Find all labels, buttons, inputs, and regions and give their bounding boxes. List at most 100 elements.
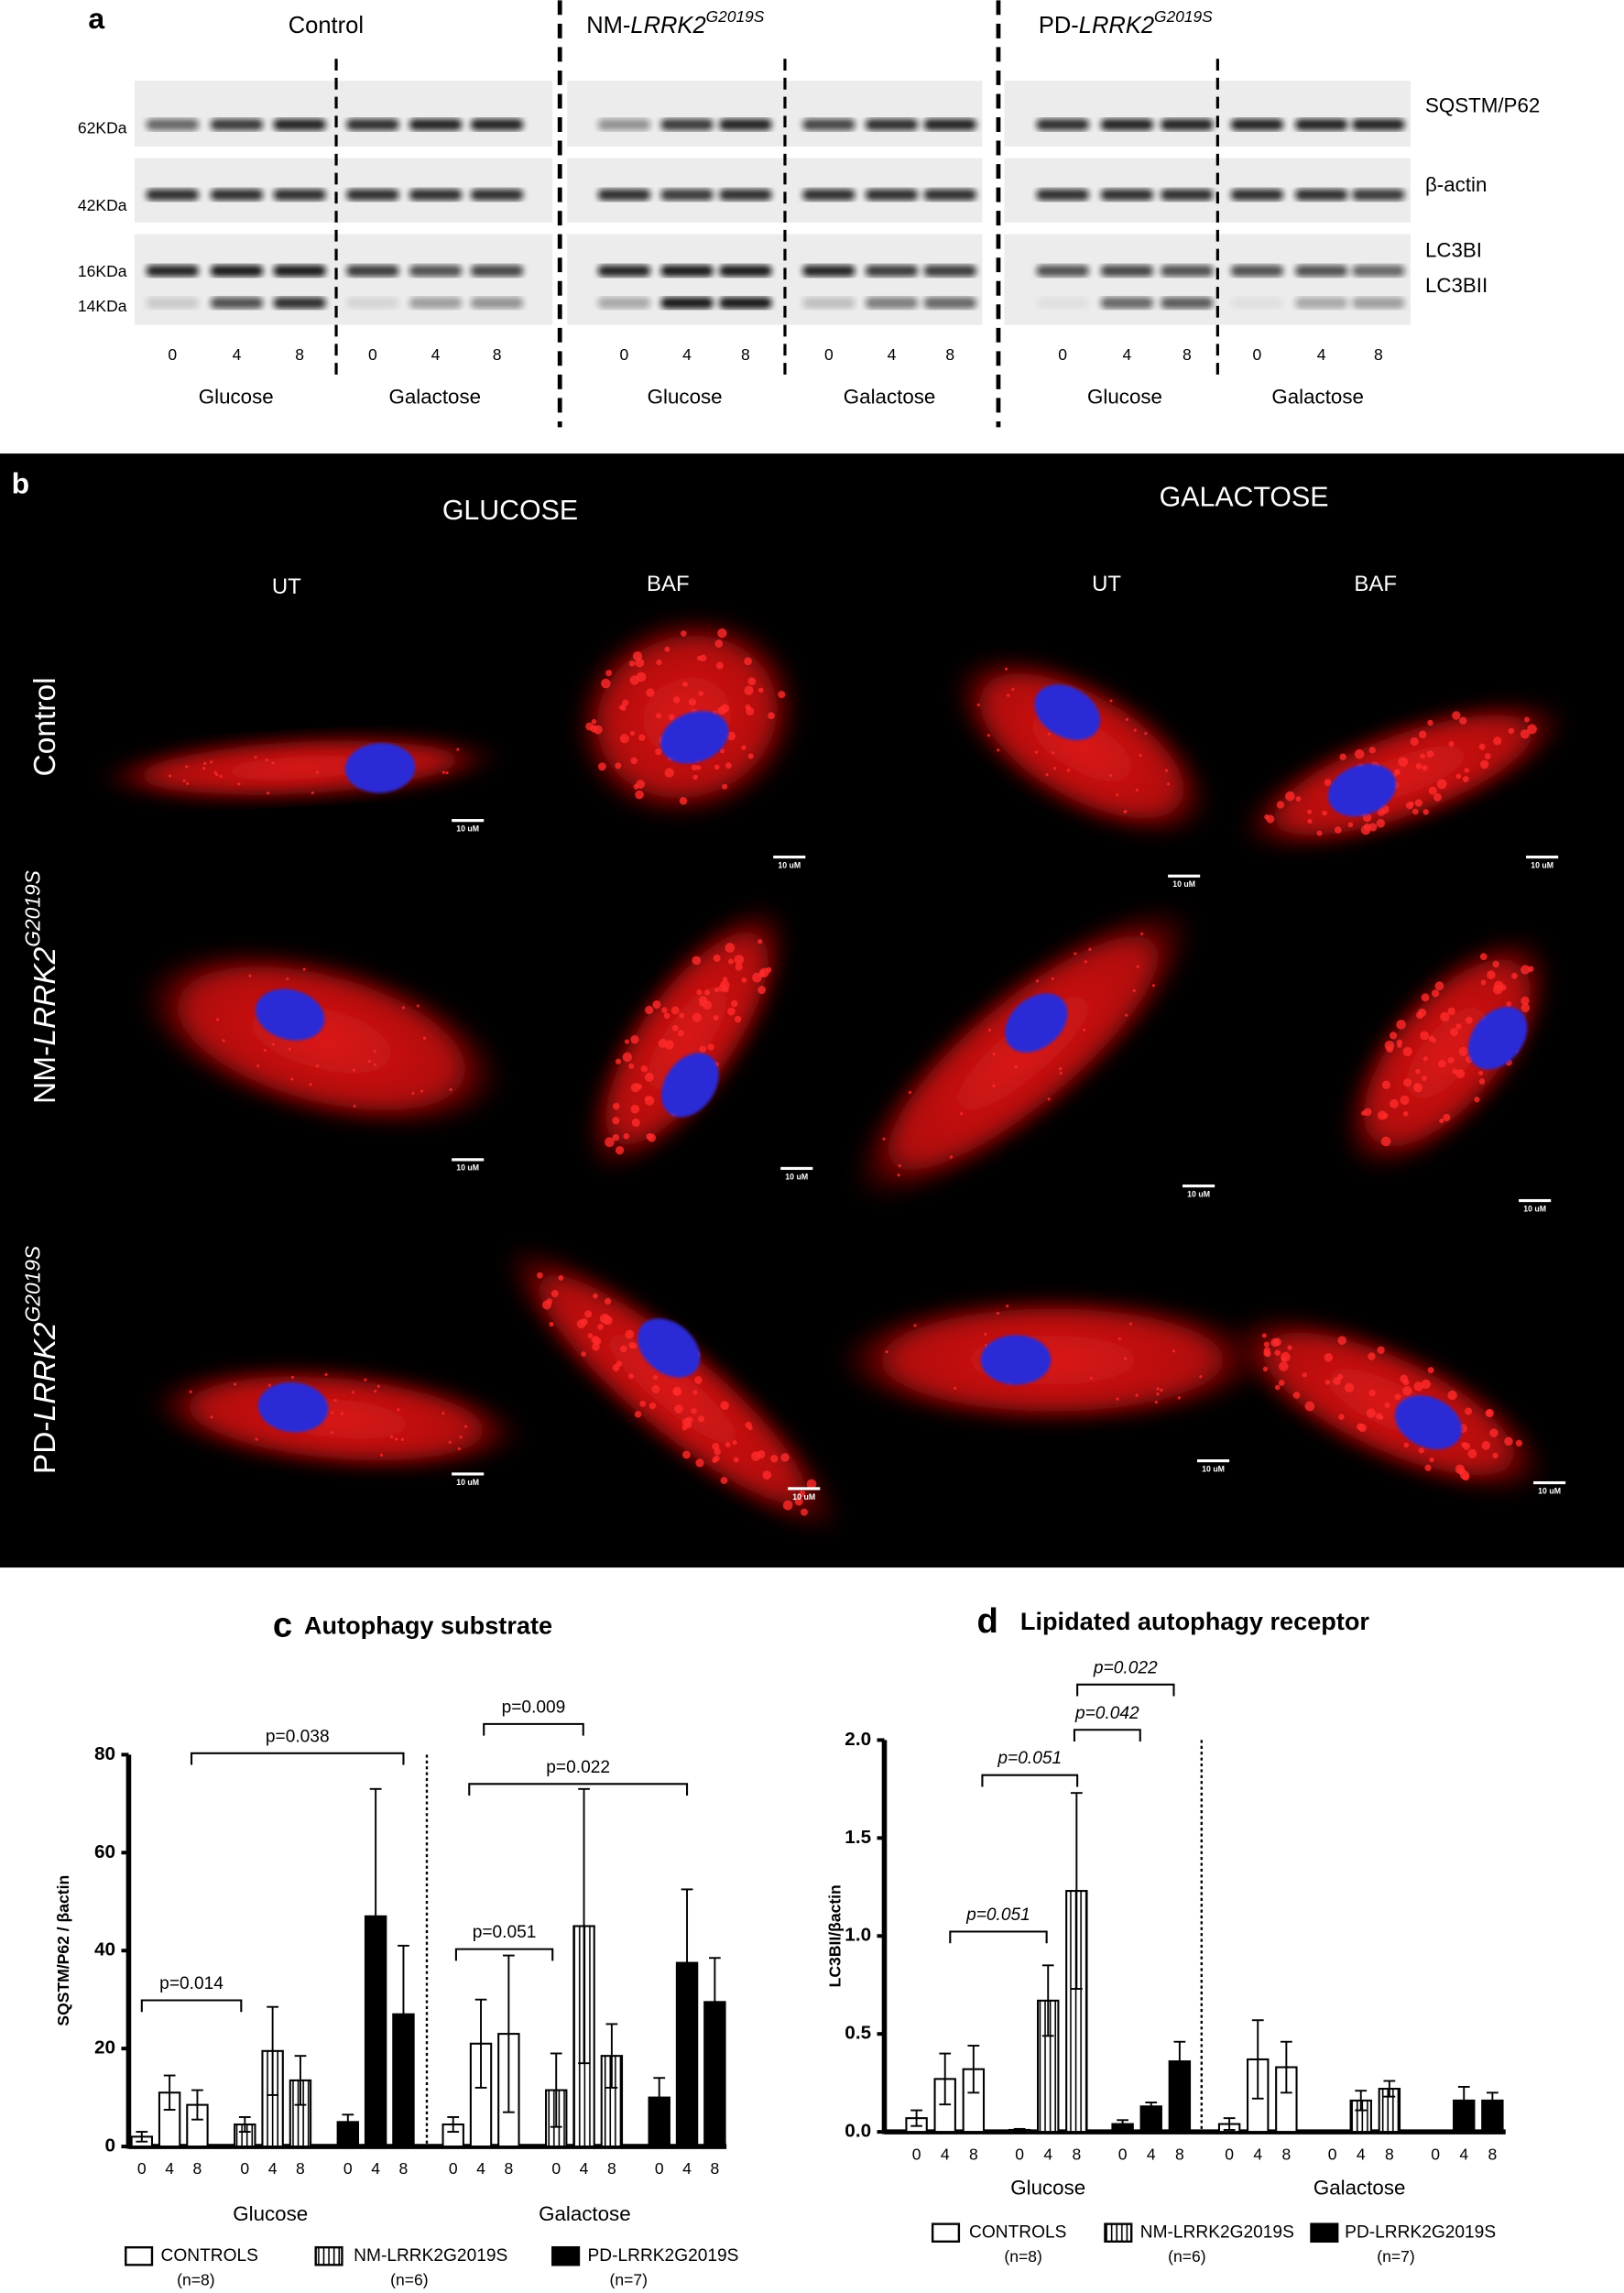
blot-band — [409, 297, 463, 310]
blot-band — [719, 265, 772, 277]
label: Glucose — [1087, 385, 1162, 408]
y-axis-label: LC3BII/βactin — [825, 1884, 844, 1987]
label: GLUCOSE — [442, 496, 578, 526]
puncta — [1140, 932, 1144, 935]
puncta — [1437, 1059, 1446, 1068]
nucleus — [1394, 1395, 1463, 1450]
puncta — [1381, 1080, 1391, 1089]
puncta — [445, 770, 449, 775]
puncta — [605, 1297, 612, 1305]
puncta — [1324, 1380, 1331, 1385]
y-tick-label: 40 — [94, 1939, 115, 1960]
puncta — [585, 722, 594, 731]
panel-label: d — [977, 1601, 998, 1641]
puncta — [1394, 1393, 1401, 1401]
label: 0 — [824, 345, 834, 364]
puncta — [202, 767, 206, 770]
puncta — [636, 1084, 642, 1090]
puncta — [799, 1490, 806, 1498]
error-bar — [605, 2023, 618, 2089]
puncta — [1116, 1397, 1119, 1401]
puncta — [374, 1389, 377, 1393]
puncta — [1434, 981, 1444, 991]
blot-band — [865, 189, 919, 201]
puncta — [1492, 1452, 1499, 1459]
puncta — [210, 1415, 213, 1419]
x-tick-label: 0 — [1328, 2145, 1337, 2163]
chart-title: Autophagy substrate — [304, 1611, 552, 1640]
label: 10 uM — [778, 860, 801, 869]
cell-body — [951, 653, 1213, 839]
puncta — [1285, 791, 1295, 802]
significance-bracket — [191, 1752, 405, 1765]
puncta — [1135, 788, 1139, 792]
puncta — [639, 1400, 647, 1407]
puncta — [1358, 1424, 1368, 1433]
puncta — [340, 1412, 344, 1415]
puncta — [1151, 984, 1156, 988]
puncta — [715, 661, 724, 670]
error-bar — [578, 1787, 590, 2065]
puncta — [949, 1155, 954, 1159]
puncta — [1135, 1393, 1139, 1397]
puncta — [681, 681, 688, 687]
puncta — [1045, 772, 1049, 777]
nucleus — [660, 711, 729, 764]
blot-band — [597, 189, 651, 201]
puncta — [691, 1408, 697, 1414]
puncta — [265, 758, 268, 762]
puncta — [1059, 1071, 1063, 1076]
blot-band — [660, 189, 714, 201]
puncta — [1429, 1457, 1434, 1463]
legend-n: (n=7) — [1377, 2247, 1414, 2266]
blot-band — [1100, 265, 1154, 277]
x-tick-label: 8 — [1385, 2145, 1394, 2163]
x-tick-label: 4 — [476, 2159, 485, 2178]
puncta — [1390, 1098, 1399, 1108]
puncta — [1167, 782, 1171, 786]
puncta — [1424, 1464, 1432, 1471]
puncta — [1402, 1046, 1412, 1056]
x-tick-label: 4 — [1459, 2145, 1468, 2163]
cell — [147, 1364, 526, 1472]
p-value: p=0.038 — [266, 1727, 330, 1746]
cell — [136, 946, 507, 1130]
puncta — [714, 1455, 720, 1462]
puncta — [707, 1043, 714, 1051]
puncta — [271, 1043, 276, 1046]
label: 0 — [1058, 345, 1067, 364]
puncta — [1506, 1001, 1512, 1008]
puncta — [632, 651, 643, 661]
puncta — [1052, 751, 1055, 755]
puncta — [630, 757, 638, 765]
blot-band — [802, 297, 856, 310]
legend-n: (n=8) — [1004, 2247, 1041, 2266]
significance-bracket — [981, 1774, 1079, 1787]
puncta — [1360, 824, 1371, 835]
puncta — [913, 1324, 917, 1327]
puncta — [744, 685, 754, 695]
legend-n: (n=6) — [390, 2271, 428, 2289]
puncta — [309, 1083, 312, 1086]
puncta — [1397, 1043, 1402, 1048]
label: PD-LRRK2G2019S — [1039, 6, 1213, 38]
puncta — [379, 1453, 384, 1457]
puncta — [649, 1402, 657, 1410]
group-label: Galactose — [539, 2202, 631, 2225]
puncta — [185, 765, 189, 769]
error-bar — [294, 2055, 307, 2106]
error-bar — [342, 2113, 354, 2131]
significance-bracket — [140, 1999, 243, 2013]
puncta — [996, 1311, 1000, 1316]
puncta — [536, 1272, 543, 1279]
puncta — [1354, 748, 1365, 759]
puncta — [619, 1345, 627, 1353]
puncta — [677, 1030, 684, 1037]
y-tick-label: 0.0 — [845, 2121, 871, 2142]
blot-band — [1100, 118, 1154, 131]
label: BAF — [1354, 572, 1397, 596]
puncta — [656, 659, 662, 666]
puncta — [1464, 768, 1470, 773]
puncta — [882, 1137, 886, 1141]
error-bar — [267, 2005, 279, 2096]
